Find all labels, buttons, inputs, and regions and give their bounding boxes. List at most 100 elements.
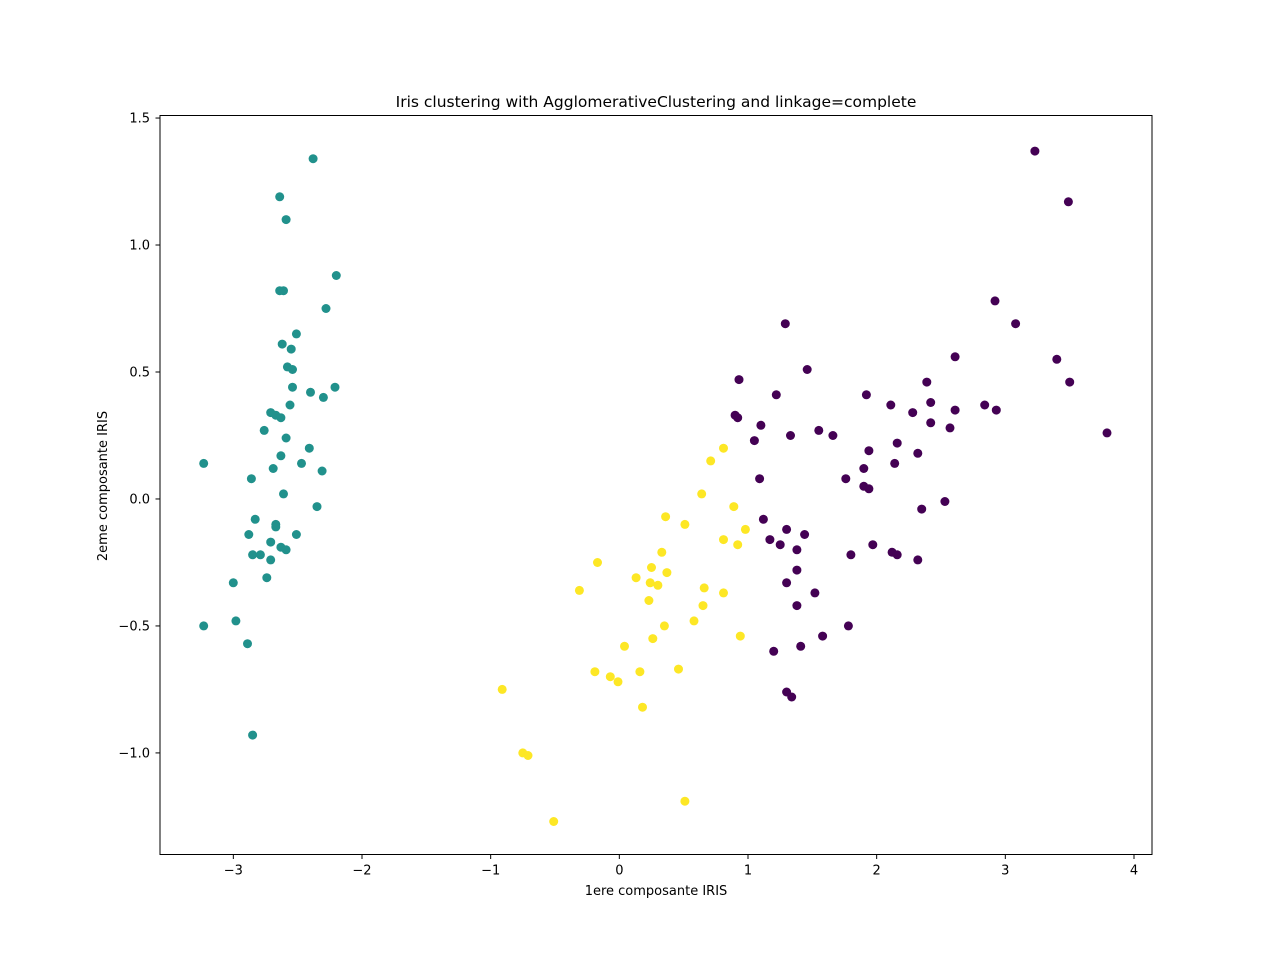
data-point-cluster-0	[268, 464, 278, 473]
data-point-cluster-0	[250, 514, 260, 524]
data-point-cluster-2	[892, 438, 902, 448]
data-point-cluster-1	[523, 751, 533, 760]
data-point-cluster-2	[940, 497, 950, 506]
data-point-cluster-0	[259, 425, 269, 435]
data-point-cluster-0	[308, 154, 318, 164]
data-point-cluster-2	[908, 408, 918, 418]
x-tick-label: −3	[224, 864, 243, 879]
data-point-cluster-0	[288, 365, 297, 374]
data-point-cluster-2	[1065, 377, 1075, 387]
data-point-cluster-2	[945, 423, 955, 433]
data-point-cluster-1	[698, 601, 708, 611]
data-point-cluster-2	[1102, 428, 1112, 438]
data-point-cluster-2	[1030, 146, 1040, 156]
data-point-cluster-1	[605, 672, 615, 682]
data-point-cluster-1	[549, 817, 559, 826]
data-point-cluster-2	[892, 550, 902, 560]
data-point-cluster-0	[330, 382, 340, 392]
data-point-cluster-2	[796, 641, 806, 651]
data-point-cluster-1	[631, 573, 641, 583]
data-point-cluster-0	[291, 530, 301, 539]
data-point-cluster-2	[980, 400, 990, 410]
data-point-cluster-1	[638, 702, 647, 712]
x-tick-label: 2	[873, 864, 881, 879]
data-point-cluster-0	[271, 522, 281, 532]
data-point-cluster-0	[246, 474, 256, 484]
data-point-cluster-2	[886, 400, 896, 410]
data-point-cluster-2	[792, 545, 802, 555]
y-tick-label: 0.0	[129, 492, 150, 507]
data-point-cluster-0	[255, 550, 265, 560]
data-point-cluster-2	[861, 390, 871, 400]
data-point-cluster-1	[593, 558, 602, 567]
data-point-cluster-0	[312, 502, 322, 512]
x-tick-label: −2	[352, 864, 371, 879]
data-point-cluster-0	[279, 489, 288, 499]
data-point-cluster-0	[266, 537, 276, 547]
data-point-cluster-1	[697, 489, 707, 499]
data-point-cluster-0	[248, 550, 258, 560]
data-point-cluster-0	[297, 458, 306, 468]
data-point-cluster-2	[787, 692, 797, 702]
y-tick-label: 1.5	[129, 112, 150, 127]
data-point-cluster-1	[645, 578, 655, 588]
data-point-cluster-2	[802, 365, 812, 374]
x-tick-label: 1	[744, 864, 752, 879]
data-point-cluster-0	[281, 433, 291, 443]
data-point-cluster-0	[304, 443, 314, 453]
data-point-cluster-2	[926, 418, 936, 428]
data-point-cluster-2	[733, 413, 743, 423]
data-point-cluster-2	[864, 484, 874, 494]
data-point-cluster-2	[990, 296, 1000, 306]
data-point-cluster-2	[890, 458, 900, 468]
data-point-cluster-0	[231, 616, 241, 626]
data-point-cluster-2	[765, 535, 775, 545]
data-point-cluster-1	[661, 512, 671, 522]
plot-frame	[159, 115, 1153, 855]
data-point-cluster-2	[814, 425, 824, 435]
data-point-cluster-2	[991, 405, 1001, 415]
data-point-cluster-0	[291, 329, 301, 339]
data-point-cluster-1	[647, 563, 656, 572]
data-point-cluster-1	[680, 796, 690, 806]
data-point-cluster-0	[281, 215, 291, 225]
data-point-cluster-2	[926, 398, 936, 407]
data-point-cluster-2	[950, 352, 960, 362]
x-axis-label: 1ere composante IRIS	[585, 884, 728, 899]
data-point-cluster-0	[276, 413, 286, 423]
data-point-cluster-0	[262, 573, 272, 583]
data-point-cluster-2	[780, 319, 790, 329]
data-point-cluster-1	[653, 580, 663, 590]
data-point-cluster-2	[800, 530, 810, 539]
data-point-cluster-2	[758, 514, 768, 524]
data-point-cluster-2	[950, 405, 960, 415]
data-point-cluster-1	[659, 621, 669, 631]
data-point-cluster-1	[680, 519, 690, 529]
axes-layer: −3 −2 −1 0 1 2 3 4 −1.0 −0.5 0.0 0.5 1.0 1.5	[118, 112, 1138, 879]
data-point-cluster-0	[285, 400, 295, 410]
data-point-cluster-1	[662, 568, 672, 578]
data-point-cluster-1	[719, 588, 728, 598]
data-point-cluster-2	[917, 504, 927, 514]
data-point-cluster-2	[769, 646, 779, 656]
data-point-cluster-1	[719, 443, 728, 453]
y-tick-label: −0.5	[118, 619, 150, 634]
chart-title: Iris clustering with AgglomerativeCluste…	[396, 93, 917, 111]
data-point-cluster-2	[756, 420, 766, 430]
data-point-cluster-2	[749, 436, 759, 446]
data-point-cluster-0	[275, 192, 285, 202]
data-point-cluster-1	[706, 456, 716, 466]
data-point-cluster-0	[199, 458, 209, 468]
data-point-cluster-1	[733, 540, 743, 550]
data-point-cluster-1	[574, 585, 584, 595]
y-tick-label: 0.5	[129, 365, 150, 380]
data-point-cluster-1	[644, 596, 654, 605]
data-point-cluster-0	[279, 286, 288, 296]
data-point-cluster-2	[782, 524, 792, 534]
data-point-cluster-1	[497, 684, 507, 694]
y-tick-label: 1.0	[129, 239, 150, 254]
x-tick-label: −1	[481, 864, 500, 879]
x-tick-label: 4	[1130, 864, 1138, 879]
